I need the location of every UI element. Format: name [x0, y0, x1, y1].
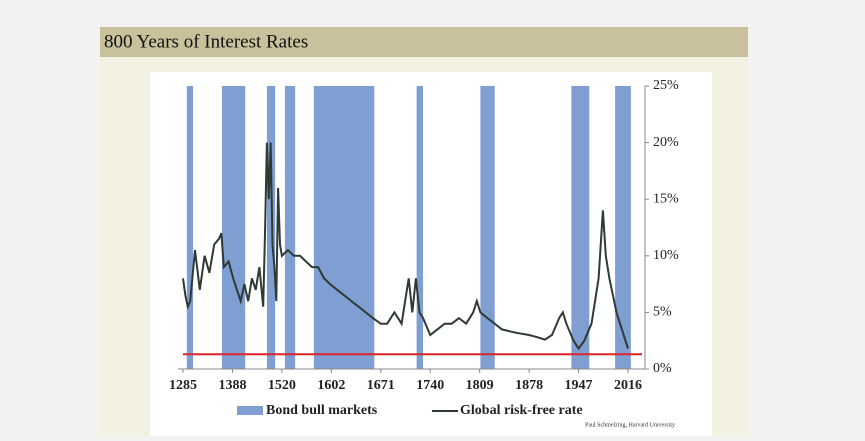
bull-market-band — [571, 86, 590, 369]
bull-market-band — [266, 86, 276, 369]
title-bar — [100, 27, 748, 57]
y-tick-label: 15% — [653, 191, 679, 206]
x-tick-label: 1520 — [268, 378, 296, 393]
source: Paul Schmelzing, Harvard University — [585, 422, 675, 428]
x-tick-label: 1388 — [218, 378, 246, 393]
x-tick-label: 1947 — [565, 378, 593, 393]
plot: 0% 5% 10% 15% 20% 25% 1285 1388 1520 1602 1671 1740… — [169, 78, 679, 418]
x-tick-label: 1602 — [317, 378, 345, 393]
bull-market-band — [284, 86, 296, 369]
legend-label: Global risk-free rate — [460, 403, 583, 418]
y-tick-label: 5% — [653, 305, 672, 320]
y-tick-label: 0% — [653, 361, 672, 376]
x-tick-label: 2016 — [614, 378, 642, 393]
x-tick-label: 1285 — [169, 378, 197, 393]
slide-title: 800 Years of Interest Rates — [104, 31, 308, 52]
y-tick-label: 10% — [653, 248, 679, 263]
legend-swatch — [237, 406, 263, 415]
bull-market-band — [615, 86, 631, 369]
y-tick-label: 25% — [653, 78, 679, 93]
x-tick-label: 1671 — [367, 378, 395, 393]
y-tick-label: 20% — [653, 135, 679, 150]
rate-line — [182, 142, 629, 351]
x-tick-label: 1809 — [466, 378, 494, 393]
bull-market-band — [480, 86, 495, 369]
x-tick-label: 1740 — [416, 378, 444, 393]
bull-market-band — [221, 86, 246, 369]
bull-market-band — [416, 86, 424, 369]
legend-label: Bond bull markets — [266, 403, 378, 418]
x-tick-label: 1878 — [515, 378, 543, 393]
bull-market-band — [313, 86, 375, 369]
bull-market-band — [186, 86, 194, 369]
